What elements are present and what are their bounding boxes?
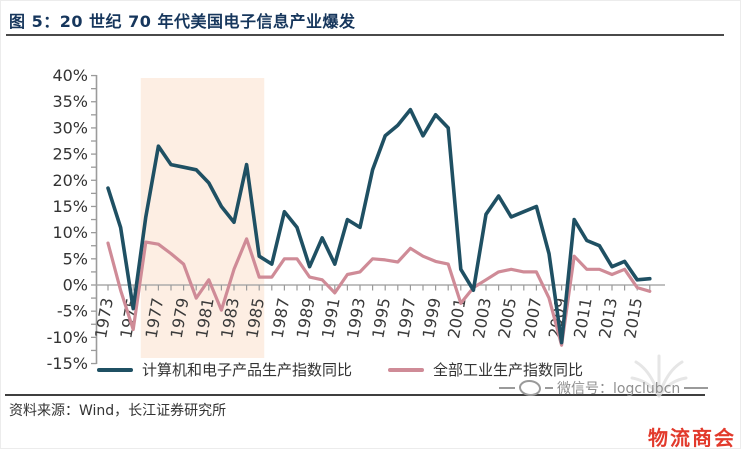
- x-tick-label: 2011: [570, 296, 596, 339]
- legend-label-all-industry: 全部工业生产指数同比: [433, 361, 584, 379]
- y-tick-label: 5%: [63, 249, 88, 268]
- x-tick-label: 1995: [368, 296, 394, 339]
- x-tick-label: 1991: [318, 296, 344, 339]
- wechat-watermark-text: 微信号：logclubcn: [557, 381, 681, 397]
- wechat-watermark: 微信号：logclubcn: [499, 378, 709, 398]
- y-tick-label: 40%: [52, 66, 88, 85]
- legend-swatch-computer-electronics: [97, 367, 133, 372]
- x-tick-label: 2007: [520, 296, 546, 339]
- source-note: 资料来源：Wind，长江证券研究所: [9, 403, 227, 419]
- highlight-band: [140, 78, 265, 358]
- x-tick-label: 2005: [494, 296, 520, 339]
- legend-swatch-all-industry: [388, 367, 425, 372]
- y-tick-label: -15%: [47, 354, 88, 373]
- x-tick-label: 1997: [394, 296, 420, 339]
- x-tick-label: 2001: [444, 296, 470, 339]
- red-stamp: 物流商会: [648, 426, 736, 449]
- x-tick-label: 1999: [419, 296, 445, 339]
- x-tick-label: 2003: [469, 296, 495, 339]
- y-tick-label: 10%: [52, 223, 88, 242]
- series-line-computer-electronics: [106, 107, 652, 345]
- y-tick-label: 25%: [52, 145, 88, 164]
- faint-logo-watermark-icon: [630, 354, 688, 398]
- x-tick-label: 1973: [91, 296, 117, 339]
- footer-divider: [5, 394, 705, 396]
- y-tick-label: 15%: [52, 197, 88, 216]
- x-tick-label: 1993: [343, 296, 369, 339]
- x-tick-label: 2013: [595, 296, 621, 339]
- y-tick-label: 0%: [63, 276, 88, 295]
- x-tick-label: 1987: [268, 296, 294, 339]
- y-tick-label: 35%: [52, 92, 88, 111]
- y-tick-label: -10%: [47, 328, 88, 347]
- legend-label-computer-electronics: 计算机和电子产品生产指数同比: [142, 361, 353, 379]
- y-tick-label: 20%: [52, 171, 88, 190]
- y-tick-label: -5%: [57, 302, 88, 321]
- chart-legend: 计算机和电子产品生产指数同比 全部工业生产指数同比: [97, 359, 583, 380]
- watermark-dash: [545, 387, 553, 389]
- watermark-doodle-icon: [519, 380, 541, 396]
- watermark-dash: [684, 387, 709, 389]
- x-tick-label: 1989: [293, 296, 319, 339]
- y-tick-label: 30%: [52, 118, 88, 137]
- title-divider: [6, 34, 724, 36]
- figure-title: 图 5：20 世纪 70 年代美国电子信息产业爆发: [9, 12, 356, 31]
- watermark-dash: [499, 387, 515, 389]
- legend-item-computer-electronics: 计算机和电子产品生产指数同比: [97, 359, 352, 380]
- x-tick-label: 2015: [620, 296, 646, 339]
- legend-item-all-industry: 全部工业生产指数同比: [388, 359, 583, 380]
